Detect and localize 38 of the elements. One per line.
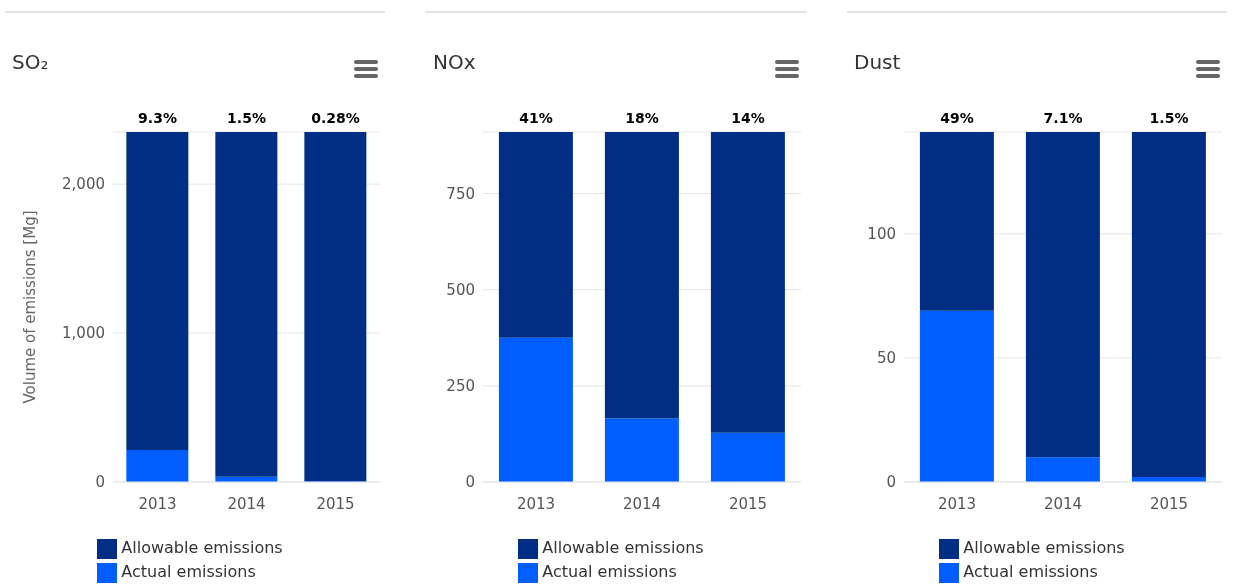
x-tick-label: 2015 bbox=[728, 494, 768, 513]
legend-label: Allowable emissions bbox=[963, 538, 1125, 557]
x-tick-label: 2014 bbox=[227, 494, 266, 513]
x-tick-label: 2015 bbox=[316, 494, 355, 513]
y-tick-label: 250 bbox=[446, 377, 475, 396]
annotation: 41% bbox=[519, 110, 553, 126]
annotation: 14% bbox=[731, 110, 765, 126]
legend-label: Allowable emissions bbox=[542, 538, 704, 557]
legend-label: Actual emissions bbox=[121, 562, 256, 581]
y-tick-label: 50 bbox=[876, 349, 896, 368]
chart-title: Dust bbox=[854, 50, 901, 74]
x-tick-label: 2014 bbox=[1043, 494, 1083, 513]
annotation: 9.3% bbox=[138, 110, 177, 126]
annotation: 1.5% bbox=[227, 110, 266, 126]
chart-title: NOx bbox=[433, 50, 476, 74]
annotation: 1.5% bbox=[1149, 110, 1189, 126]
annotation: 0.28% bbox=[311, 110, 360, 126]
y-tick-label: 750 bbox=[446, 184, 475, 203]
chart-title: SO₂ bbox=[12, 50, 49, 74]
y-tick-label: 0 bbox=[886, 473, 896, 492]
y-tick-label: 1,000 bbox=[62, 324, 105, 343]
y-tick-label: 0 bbox=[465, 473, 475, 492]
y-tick-label: 2,000 bbox=[62, 175, 105, 194]
annotation: 7.1% bbox=[1043, 110, 1083, 126]
x-tick-label: 2013 bbox=[138, 494, 177, 513]
x-tick-label: 2013 bbox=[937, 494, 977, 513]
y-tick-label: 0 bbox=[95, 473, 105, 492]
y-tick-label: 500 bbox=[446, 281, 475, 300]
x-tick-label: 2015 bbox=[1149, 494, 1189, 513]
annotation: 49% bbox=[940, 110, 974, 126]
legend-label: Allowable emissions bbox=[121, 538, 283, 557]
x-tick-label: 2013 bbox=[516, 494, 556, 513]
y-tick-label: 100 bbox=[867, 225, 896, 244]
x-tick-label: 2014 bbox=[622, 494, 662, 513]
legend-label: Actual emissions bbox=[963, 562, 1098, 581]
y-axis-title: Volume of emissions [Mg] bbox=[21, 210, 39, 404]
legend-label: Actual emissions bbox=[542, 562, 677, 581]
annotation: 18% bbox=[625, 110, 659, 126]
